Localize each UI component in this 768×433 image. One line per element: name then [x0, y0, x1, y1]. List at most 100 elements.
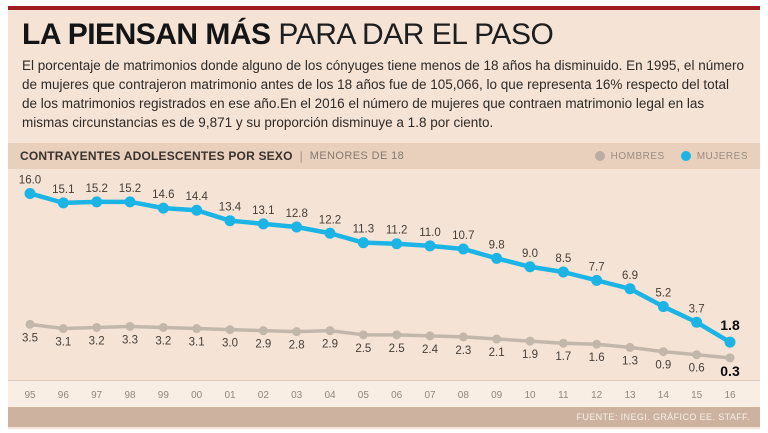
hombres-value-label: 2.5	[389, 343, 405, 355]
x-axis-label: 02	[258, 390, 270, 401]
mujeres-point	[391, 238, 403, 250]
mujeres-value-label: 15.1	[52, 184, 74, 196]
mujeres-value-label: 10.7	[452, 230, 474, 242]
hombres-line	[28, 322, 732, 360]
hombres-value-label: 3.0	[222, 338, 238, 350]
mujeres-point	[124, 196, 136, 208]
x-axis-label: 07	[424, 390, 436, 401]
mujeres-value-label: 13.1	[252, 205, 274, 217]
x-axis-label: 11	[558, 390, 569, 401]
x-axis-label: 16	[724, 390, 736, 401]
mujeres-point	[691, 316, 703, 328]
hombres-point	[625, 343, 635, 353]
mujeres-point	[191, 204, 203, 216]
x-axis-label: 97	[91, 390, 103, 401]
legend-label-hombres: HOMBRES	[610, 150, 665, 162]
mujeres-value-label: 9.8	[489, 240, 505, 252]
hombres-value-label: 2.8	[289, 340, 305, 352]
hombres-point	[725, 353, 735, 363]
mujeres-point	[491, 253, 503, 265]
x-axis-label: 09	[491, 390, 503, 401]
hombres-point	[258, 326, 268, 336]
hombres-point	[358, 330, 368, 340]
page-title: LA PIENSAN MÁS PARA DAR EL PASO	[22, 19, 746, 51]
hombres-value-label: 2.5	[355, 343, 371, 355]
page-title-light: PARA DAR EL PASO	[270, 18, 554, 51]
hombres-point	[58, 324, 68, 334]
x-axis-band	[8, 381, 760, 408]
page-title-bold: LA PIENSAN MÁS	[22, 18, 271, 51]
mujeres-value-label: 8.5	[555, 253, 571, 265]
mujeres-point	[224, 215, 236, 227]
mujeres-value-label: 13.4	[219, 202, 242, 214]
hombres-point	[658, 347, 668, 357]
mujeres-point	[24, 188, 36, 200]
hombres-point	[558, 338, 568, 348]
hombres-point	[492, 334, 502, 344]
hombres-value-label: 1.9	[522, 349, 538, 361]
mujeres-point	[457, 243, 469, 255]
mujeres-point	[624, 283, 636, 295]
hombres-dot-icon	[594, 151, 605, 162]
mujeres-point	[291, 221, 303, 233]
mujeres-point	[557, 266, 569, 278]
hombres-point	[92, 323, 102, 333]
mujeres-value-label: 1.8	[720, 317, 740, 333]
hombres-point	[392, 330, 402, 340]
mujeres-value-label: 11.2	[386, 225, 408, 237]
x-axis-label: 13	[624, 390, 636, 401]
hombres-value-label: 3.5	[22, 332, 38, 344]
legend: HOMBRES MUJERES	[594, 150, 748, 162]
mujeres-point	[657, 301, 669, 313]
x-axis-label: 06	[391, 390, 403, 401]
mujeres-point	[257, 218, 269, 230]
mujeres-point	[357, 237, 369, 249]
infographic-card: LA PIENSAN MÁS PARA DAR EL PASO El porce…	[8, 6, 760, 429]
hombres-value-label: 1.6	[589, 352, 605, 364]
hombres-value-label: 2.1	[489, 347, 505, 359]
mujeres-value-label: 15.2	[85, 183, 107, 195]
hombres-value-label: 0.6	[689, 363, 705, 375]
x-axis-label: 96	[58, 390, 70, 401]
x-axis-label: 99	[158, 390, 170, 401]
hombres-value-label: 2.3	[455, 345, 471, 357]
x-axis-label: 04	[324, 390, 336, 401]
x-axis-label: 95	[24, 390, 36, 401]
hombres-point	[192, 324, 202, 334]
mujeres-point	[724, 336, 736, 348]
mujeres-point	[591, 275, 603, 287]
mujeres-value-label: 15.2	[119, 183, 141, 195]
source-text: FUENTE: INEGI. GRÁFICO EE. STAFF.	[576, 412, 750, 423]
mujeres-line	[27, 191, 733, 345]
hombres-value-label: 3.1	[55, 337, 71, 349]
x-axis-label: 12	[591, 390, 603, 401]
hombres-point	[458, 332, 468, 342]
x-axis-label: 08	[458, 390, 470, 401]
hombres-value-label: 2.9	[255, 339, 271, 351]
x-axis-label: 98	[124, 390, 136, 401]
x-axis-label: 00	[191, 390, 203, 401]
source-bar: FUENTE: INEGI. GRÁFICO EE. STAFF.	[8, 407, 760, 428]
hombres-point	[25, 319, 35, 329]
mujeres-point	[524, 261, 536, 273]
hombres-value-label: 0.9	[655, 360, 671, 372]
mujeres-value-label: 12.2	[319, 214, 341, 226]
hombres-value-label: 2.9	[322, 339, 338, 351]
x-axis-label: 05	[358, 390, 370, 401]
mujeres-value-label: 16.0	[19, 175, 41, 187]
x-axis-label: 10	[524, 390, 536, 401]
hombres-value-label: 2.4	[422, 344, 439, 356]
mujeres-value-label: 6.9	[622, 270, 638, 282]
mujeres-value-label: 3.7	[689, 303, 705, 315]
mujeres-value-label: 9.0	[522, 248, 538, 260]
mujeres-value-label: 14.6	[152, 189, 174, 201]
mujeres-value-label: 7.7	[589, 262, 605, 274]
hombres-point	[225, 325, 235, 335]
mujeres-point	[91, 196, 103, 208]
legend-item-mujeres: MUJERES	[680, 151, 748, 162]
mujeres-value-label: 11.0	[419, 227, 441, 239]
mujeres-point	[57, 197, 69, 209]
x-axis-label: 01	[224, 390, 236, 401]
chart-header-strip: CONTRAYENTES ADOLESCENTES POR SEXO | MEN…	[8, 143, 760, 170]
x-axis-label: 03	[291, 390, 303, 401]
